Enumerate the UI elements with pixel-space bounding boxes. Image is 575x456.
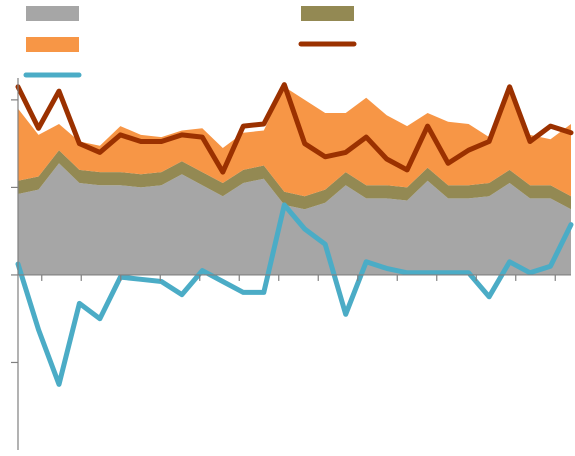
legend-item-olive (301, 6, 354, 21)
series-lines (15, 82, 574, 387)
axes (11, 78, 571, 450)
legend-swatch-orange (26, 37, 79, 52)
area-olive (18, 150, 571, 210)
area-orange (18, 86, 571, 197)
legend-item-orange (26, 37, 79, 52)
legend-swatch-grey (26, 6, 79, 21)
line-blue (15, 202, 574, 387)
legend (23, 6, 357, 78)
legend-item-grey (26, 6, 79, 21)
legend-swatch-olive (301, 6, 354, 21)
line-dark-red (15, 82, 574, 175)
